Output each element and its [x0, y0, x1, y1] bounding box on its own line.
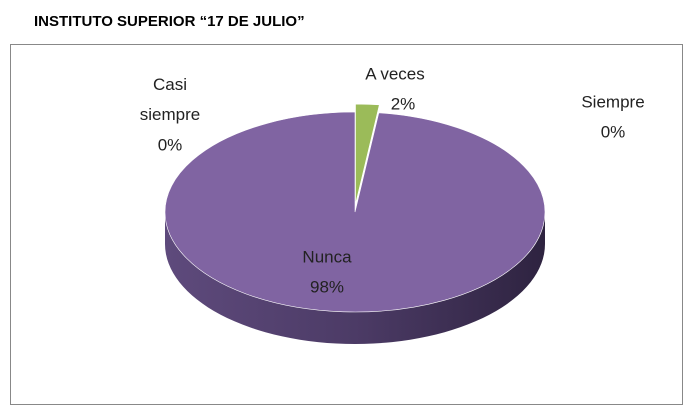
- data-label-name: Siempre: [581, 92, 644, 111]
- data-label-value: 98%: [310, 277, 344, 296]
- chart-title: INSTITUTO SUPERIOR “17 DE JULIO”: [34, 13, 305, 30]
- data-label-name: Casi siempre: [140, 75, 200, 124]
- slice-side: [165, 212, 545, 344]
- data-label-name: Nunca: [302, 247, 352, 266]
- data-label-name: A veces: [365, 64, 425, 83]
- pie-slice: [355, 103, 380, 205]
- data-label-value: 0%: [601, 122, 626, 141]
- data-label-value: 0%: [158, 135, 183, 154]
- data-label-value: 2%: [391, 94, 416, 113]
- pie-slice: [164, 111, 546, 313]
- chart-frame: [10, 44, 683, 405]
